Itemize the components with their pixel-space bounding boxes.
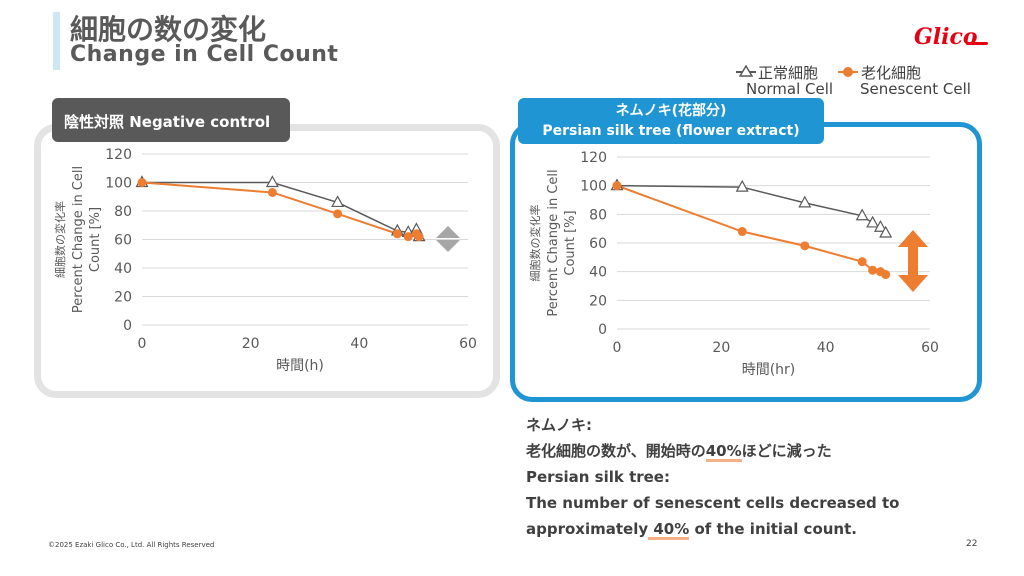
- senescent-data-point: [137, 178, 147, 187]
- senescent-data-point: [868, 265, 878, 275]
- y-tick-label: 0: [598, 322, 607, 338]
- y-tick-label: 0: [123, 318, 132, 334]
- y-tick-label: 100: [580, 179, 607, 195]
- summary-line-5-pre: approximately: [526, 520, 649, 538]
- summary-line-2: 老化細胞の数が、開始時の40%ほどに減った: [526, 438, 976, 464]
- persian-silk-tree-tab-jp: ネムノキ(花部分): [615, 103, 727, 119]
- summary-highlight-40pct-en: 40%: [648, 520, 690, 538]
- title-accent-bar: [53, 12, 60, 70]
- double-arrow-gray-icon: [436, 226, 460, 252]
- page-subtitle: Change in Cell Count: [70, 42, 339, 67]
- senescent-series-line: [616, 184, 887, 276]
- summary-line-3: Persian silk tree:: [526, 468, 670, 486]
- y-tick-label: 120: [580, 150, 607, 166]
- y-tick-label: 80: [589, 207, 607, 223]
- senescent-data-point: [267, 187, 277, 197]
- x-tick-label: 20: [712, 340, 730, 356]
- negative-control-panel: [34, 124, 500, 398]
- senescent-data-point: [414, 232, 424, 242]
- summary-line-5-post: of the initial count.: [689, 520, 857, 538]
- copyright-notice: ©2025 Ezaki Glico Co., Ltd. All Rights R…: [48, 541, 215, 549]
- legend-normal-en: Normal Cell: [746, 80, 834, 98]
- y-tick-label: 20: [114, 290, 132, 306]
- y-axis-title-en-2: Count [%]: [88, 207, 103, 272]
- senescent-data-point: [392, 229, 402, 239]
- senescent-data-point: [612, 181, 622, 191]
- negative-control-tab: 陰性対照 Negative control: [52, 98, 290, 142]
- y-axis-title-jp: 細胞数の変化率: [528, 205, 542, 282]
- persian-silk-tree-panel: [510, 122, 982, 402]
- glico-logo: Glico: [914, 24, 978, 50]
- y-axis-title-en-1: Percent Change in Cell: [71, 166, 86, 313]
- normal-series-line: [616, 184, 887, 234]
- y-tick-label: 20: [589, 293, 607, 309]
- y-axis-title-en-1: Percent Change in Cell: [546, 169, 561, 316]
- x-tick-label: 40: [350, 336, 368, 352]
- x-axis-title: 時間(h): [276, 358, 324, 374]
- y-tick-label: 120: [105, 147, 132, 163]
- persian-silk-tree-tab-en: Persian silk tree (flower extract): [542, 123, 800, 139]
- y-axis-title-jp: 細胞数の変化率: [53, 201, 67, 278]
- summary-line-2-post: ほどに減った: [741, 442, 832, 460]
- normal-data-point: [735, 179, 749, 192]
- normal-data-point: [798, 195, 812, 208]
- normal-data-point: [265, 175, 279, 188]
- senescent-data-point: [403, 232, 413, 242]
- x-tick-label: 60: [921, 340, 939, 356]
- summary-line-1: ネムノキ:: [526, 416, 592, 434]
- normal-data-point: [879, 225, 893, 238]
- y-axis-title-en-2: Count [%]: [563, 210, 578, 275]
- normal-data-point: [855, 208, 869, 221]
- x-axis-title: 時間(hr): [742, 362, 796, 378]
- summary-highlight-40pct-jp: 40%: [705, 442, 742, 460]
- y-tick-label: 100: [105, 176, 132, 192]
- y-tick-label: 40: [589, 265, 607, 281]
- y-tick-label: 40: [114, 261, 132, 277]
- normal-data-point: [331, 195, 345, 208]
- summary-line-5: approximately 40% of the initial count.: [526, 516, 976, 542]
- legend-normal-jp: 正常細胞: [758, 64, 819, 82]
- x-tick-label: 60: [459, 336, 477, 352]
- x-tick-label: 0: [138, 336, 147, 352]
- page-number: 22: [966, 539, 978, 549]
- chart-legend: 正常細胞 老化細胞 Normal Cell Senescent Cell: [726, 60, 996, 100]
- normal-data-point: [866, 215, 880, 228]
- senescent-data-point: [881, 270, 891, 280]
- x-tick-label: 40: [817, 340, 835, 356]
- persian-silk-tree-tab: ネムノキ(花部分) Persian silk tree (flower extr…: [518, 98, 824, 144]
- senescent-data-point: [333, 209, 343, 219]
- y-tick-label: 60: [114, 233, 132, 249]
- legend-senescent-en: Senescent Cell: [860, 80, 971, 98]
- page-title: 細胞の数の変化: [70, 13, 267, 46]
- senescent-data-point: [800, 241, 810, 251]
- summary-line-4: The number of senescent cells decreased …: [526, 494, 900, 512]
- summary-line-2-pre: 老化細胞の数が、開始時の: [526, 442, 706, 460]
- y-tick-label: 80: [114, 204, 132, 220]
- senescent-data-point: [857, 257, 867, 267]
- senescent-data-point: [737, 227, 747, 237]
- result-summary: ネムノキ: 老化細胞の数が、開始時の40%ほどに減った Persian silk…: [526, 412, 976, 542]
- y-tick-label: 60: [589, 236, 607, 252]
- x-tick-label: 20: [242, 336, 260, 352]
- normal-data-point: [873, 219, 887, 232]
- logo-swoosh: [966, 42, 988, 45]
- legend-normal-marker: [739, 65, 753, 77]
- legend-senescent-jp: 老化細胞: [861, 64, 922, 82]
- legend-senescent-marker: [843, 67, 853, 77]
- double-arrow-orange-icon: [898, 230, 928, 292]
- x-tick-label: 0: [613, 340, 622, 356]
